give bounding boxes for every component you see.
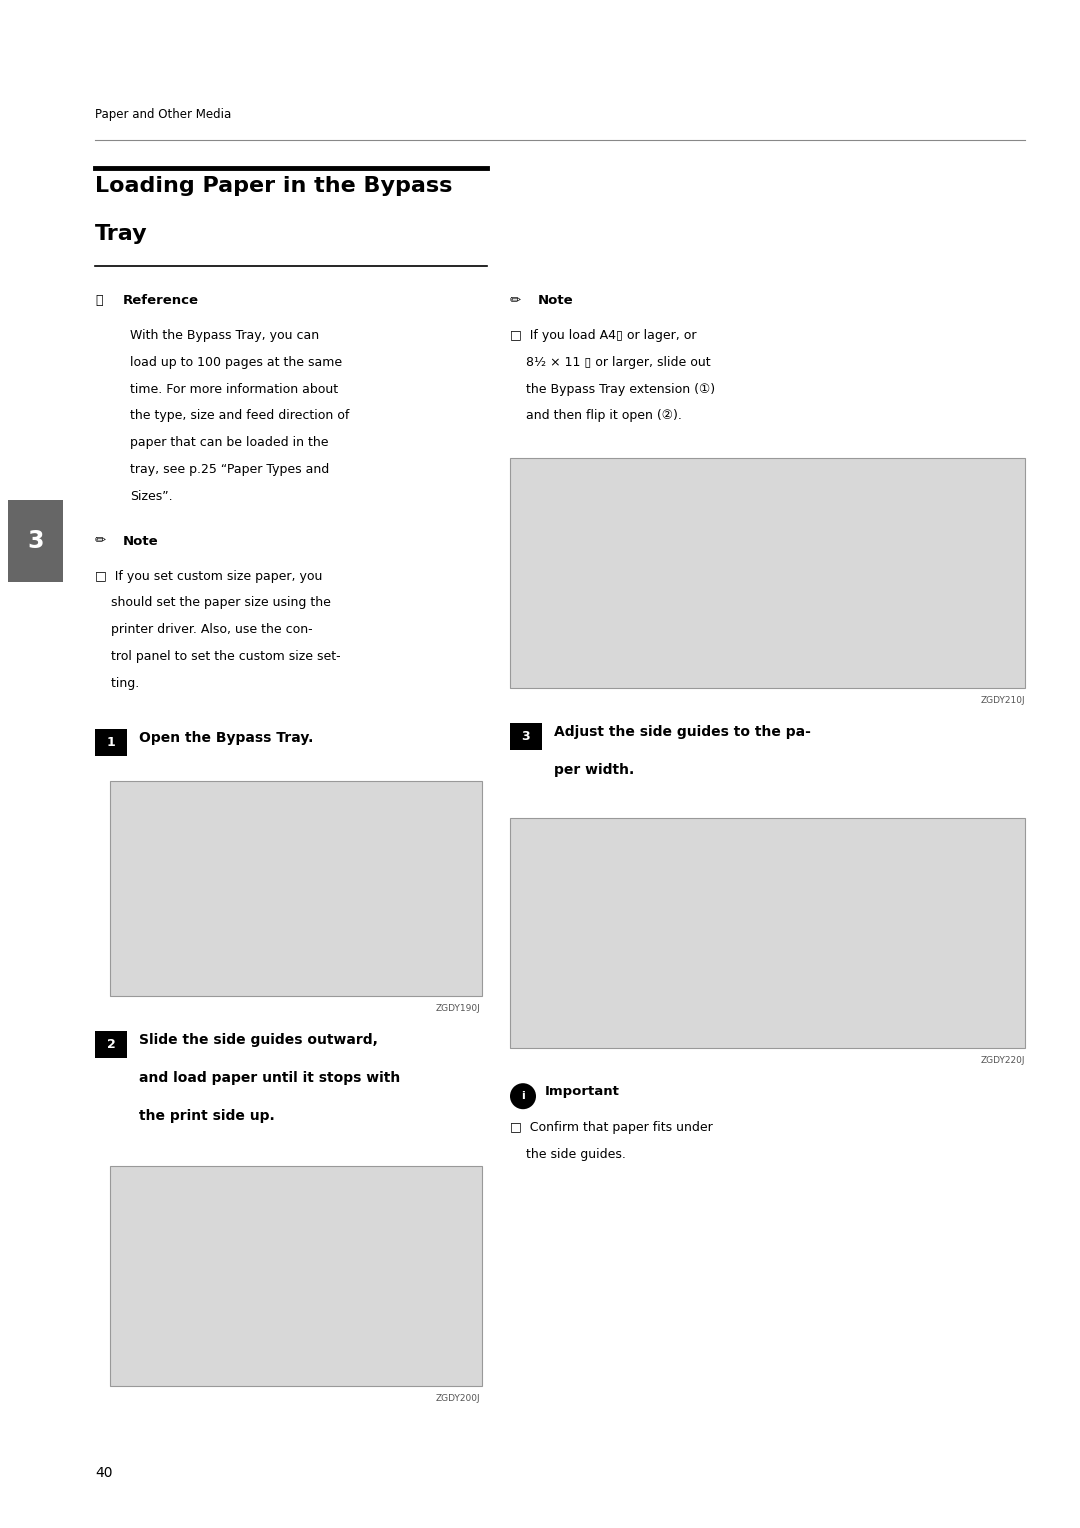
Text: 40: 40	[95, 1465, 112, 1481]
Circle shape	[510, 1083, 536, 1109]
Text: time. For more information about: time. For more information about	[130, 382, 338, 396]
Text: i: i	[522, 1091, 525, 1102]
Text: Loading Paper in the Bypass: Loading Paper in the Bypass	[95, 176, 453, 196]
Bar	[8, 500, 63, 582]
Text: □  Confirm that paper fits under: □ Confirm that paper fits under	[510, 1122, 713, 1134]
Text: □  If you set custom size paper, you: □ If you set custom size paper, you	[95, 570, 322, 582]
Text: printer driver. Also, use the con-: printer driver. Also, use the con-	[95, 623, 312, 636]
FancyBboxPatch shape	[110, 781, 482, 996]
Text: trol panel to set the custom size set-: trol panel to set the custom size set-	[95, 649, 340, 663]
Text: ZGDY200J: ZGDY200J	[435, 1394, 480, 1403]
Text: the print side up.: the print side up.	[139, 1109, 274, 1123]
FancyBboxPatch shape	[510, 458, 1025, 688]
Text: ting.: ting.	[95, 677, 139, 689]
Text: Adjust the side guides to the pa-: Adjust the side guides to the pa-	[554, 726, 811, 740]
Text: Tray: Tray	[95, 225, 148, 244]
Text: the type, size and feed direction of: the type, size and feed direction of	[130, 410, 349, 422]
Text: Paper and Other Media: Paper and Other Media	[95, 108, 231, 121]
Text: the side guides.: the side guides.	[510, 1148, 626, 1161]
Text: ZGDY190J: ZGDY190J	[435, 1004, 480, 1013]
Bar	[510, 723, 542, 750]
Bar	[95, 1030, 127, 1057]
Text: tray, see p.25 “Paper Types and: tray, see p.25 “Paper Types and	[130, 463, 329, 477]
Text: Note: Note	[538, 293, 573, 307]
Text: With the Bypass Tray, you can: With the Bypass Tray, you can	[130, 329, 319, 342]
Text: Reference: Reference	[123, 293, 199, 307]
Text: 2: 2	[107, 1038, 116, 1051]
Text: should set the paper size using the: should set the paper size using the	[95, 596, 330, 610]
Text: ZGDY220J: ZGDY220J	[981, 1056, 1025, 1065]
Text: the Bypass Tray extension (①): the Bypass Tray extension (①)	[510, 382, 715, 396]
Text: Slide the side guides outward,: Slide the side guides outward,	[139, 1033, 378, 1047]
Text: and then flip it open (②).: and then flip it open (②).	[510, 410, 681, 422]
FancyBboxPatch shape	[110, 1166, 482, 1386]
Text: ✏: ✏	[510, 293, 522, 307]
Text: 1: 1	[107, 735, 116, 749]
Text: 3: 3	[27, 529, 44, 553]
Text: paper that can be loaded in the: paper that can be loaded in the	[130, 435, 328, 449]
Bar	[95, 729, 127, 756]
Text: 3: 3	[522, 730, 530, 743]
Text: Note: Note	[123, 535, 159, 547]
FancyBboxPatch shape	[510, 817, 1025, 1048]
Text: Important: Important	[545, 1085, 620, 1099]
Text: 8¹⁄₂ × 11 ▯ or larger, slide out: 8¹⁄₂ × 11 ▯ or larger, slide out	[510, 356, 711, 368]
Text: □  If you load A4▯ or lager, or: □ If you load A4▯ or lager, or	[510, 329, 697, 342]
Text: load up to 100 pages at the same: load up to 100 pages at the same	[130, 356, 342, 368]
Text: Sizes”.: Sizes”.	[130, 490, 173, 503]
Text: and load paper until it stops with: and load paper until it stops with	[139, 1071, 401, 1085]
Text: ⌕: ⌕	[95, 293, 103, 307]
Text: ✏: ✏	[95, 535, 106, 547]
Text: Open the Bypass Tray.: Open the Bypass Tray.	[139, 730, 313, 744]
Text: per width.: per width.	[554, 762, 634, 778]
Text: ZGDY210J: ZGDY210J	[981, 697, 1025, 706]
